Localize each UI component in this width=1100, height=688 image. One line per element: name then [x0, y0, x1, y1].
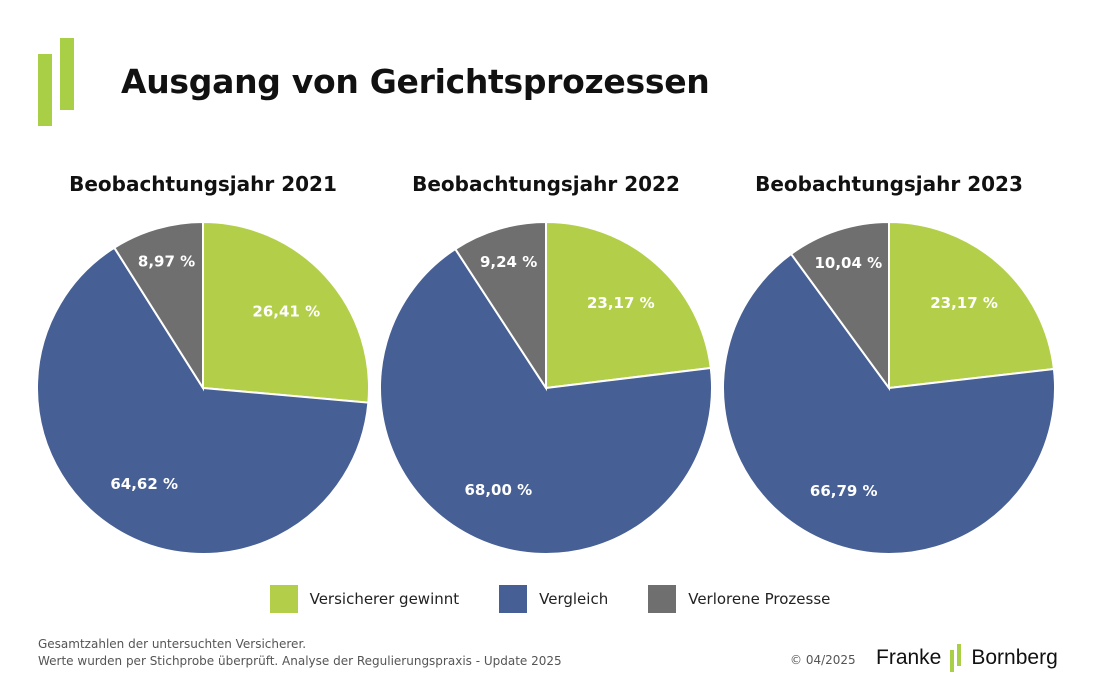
legend-label: Vergleich [539, 590, 609, 608]
legend-swatch [648, 585, 677, 613]
legend-label: Verlorene Prozesse [688, 590, 831, 608]
legend-item-verlorene-prozesse: Verlorene Prozesse [648, 585, 830, 613]
chart-title: Beobachtungsjahr 2023 [755, 172, 1023, 196]
data-label-versicherer-gewinnt: 23,17 % [587, 294, 655, 312]
pie-chart-2022: Beobachtungsjahr 2022 23,17 % 68,00 % 9,24… [376, 168, 716, 560]
copyright: © 04/2025 [790, 653, 856, 667]
legend-swatch [499, 585, 528, 613]
data-label-vergleich: 66,79 % [810, 482, 878, 500]
legend-item-vergleich: Vergleich [499, 585, 608, 613]
chart-title: Beobachtungsjahr 2021 [69, 172, 337, 196]
pie-slice-vergleich [36, 246, 370, 555]
legend-item-versicherer-gewinnt: Versicherer gewinnt [269, 585, 460, 613]
footnote-line-1: Gesamtzahlen der untersuchten Versichere… [38, 637, 307, 651]
data-label-verlorene-prozesse: 10,04 % [814, 254, 882, 272]
data-label-versicherer-gewinnt: 23,17 % [930, 294, 998, 312]
page-title: Ausgang von Gerichtsprozessen [121, 62, 710, 101]
brand-name-right: Bornberg [971, 646, 1058, 669]
pie-slice-verlorene-prozesse [453, 220, 547, 392]
pie-chart-2021: Beobachtungsjahr 2021 26,41 % 64,62 % 8,97… [33, 168, 373, 560]
pie-slice-versicherer-gewinnt [888, 220, 1056, 390]
chart-title: Beobachtungsjahr 2022 [412, 172, 680, 196]
brand-name-left: Franke [876, 646, 942, 669]
legend: Versicherer gewinnt Vergleich Verlorene … [0, 585, 1100, 613]
legend-swatch [269, 585, 298, 613]
pie-slice-vergleich [722, 252, 1056, 555]
pie-slice-verlorene-prozesse [112, 220, 204, 392]
legend-label: Versicherer gewinnt [309, 590, 460, 608]
logo-bar-left [38, 54, 52, 126]
brand-bars-icon [949, 644, 963, 672]
pie-slice-versicherer-gewinnt [545, 220, 712, 390]
pie-svg: 26,41 % 64,62 % 8,97 % [36, 220, 370, 555]
data-label-versicherer-gewinnt: 26,41 % [252, 302, 320, 320]
brand-logo: Franke Bornberg [876, 644, 1058, 672]
footnote: Gesamtzahlen der untersuchten Versichere… [38, 636, 562, 670]
pie-slice-vergleich [379, 247, 713, 555]
pie-chart-2023: Beobachtungsjahr 2023 23,17 % 66,79 % 10,0… [719, 168, 1059, 560]
logo-bar-right [60, 38, 74, 110]
data-label-vergleich: 64,62 % [110, 475, 178, 493]
data-label-vergleich: 68,00 % [464, 481, 532, 499]
pie-slice-verlorene-prozesse [789, 220, 890, 392]
logo-mark [38, 38, 78, 128]
data-label-verlorene-prozesse: 9,24 % [480, 253, 537, 271]
pie-svg: 23,17 % 66,79 % 10,04 % [722, 220, 1056, 555]
pie-svg: 23,17 % 68,00 % 9,24 % [379, 220, 713, 555]
footnote-line-2: Werte wurden per Stichprobe überprüft. A… [38, 654, 562, 668]
pie-slice-versicherer-gewinnt [202, 220, 370, 404]
data-label-verlorene-prozesse: 8,97 % [138, 253, 195, 271]
